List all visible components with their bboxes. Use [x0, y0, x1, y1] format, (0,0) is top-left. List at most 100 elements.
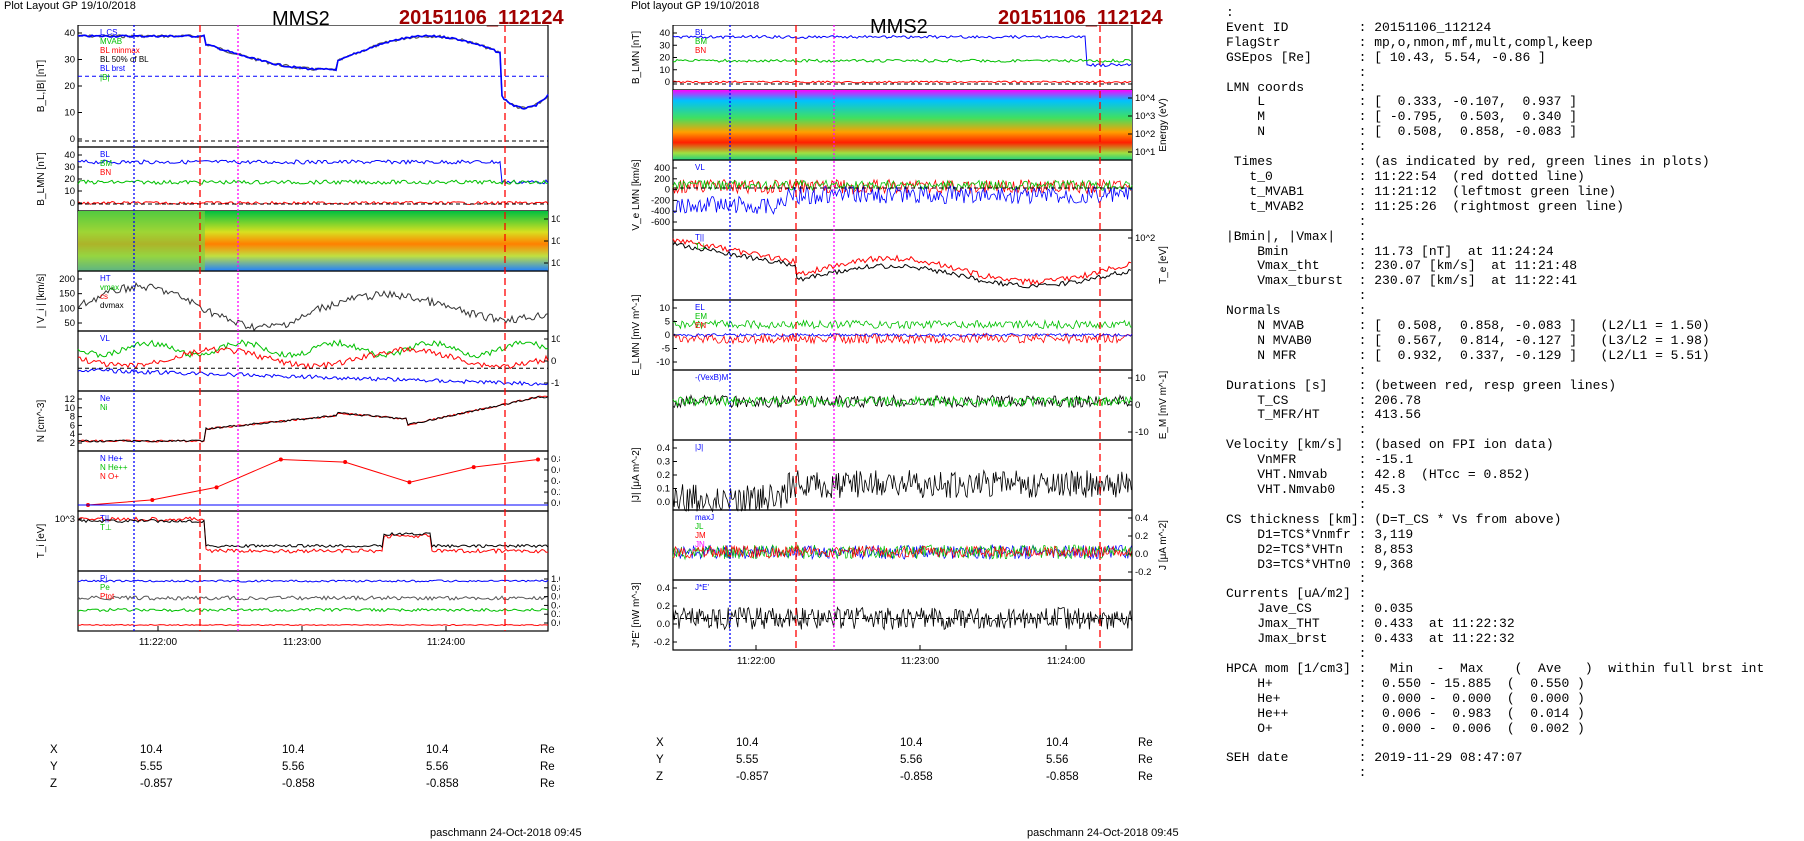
left-ytick-label: -100	[551, 378, 560, 389]
left-ytick-label: 0	[551, 356, 556, 367]
left-ytick-label: 4	[70, 429, 75, 440]
position-value: 10.4	[426, 744, 449, 756]
mid-legend-entry: EM	[695, 312, 707, 321]
p-e-trace	[77, 607, 549, 613]
left-legend-entry: T⊥	[100, 523, 112, 532]
he-pp-point	[407, 480, 412, 485]
summary-line: Currents [uA/m2] :	[1226, 586, 1367, 602]
left-panel-7: 0.80.60.40.20.0N_i [cm^-3]N He+N He++N O…	[77, 450, 560, 512]
spectro-sheath-region	[78, 211, 205, 271]
left-event-title: 20151106_112124	[399, 7, 564, 29]
left-legend-entry: N He++	[100, 463, 128, 472]
mid-ytick-label: 0.2	[657, 470, 670, 481]
te-par-trace	[672, 238, 1132, 286]
mid-ytick-label: 0.2	[1135, 531, 1148, 542]
mid-ylabel: Energy (eV)	[1158, 98, 1169, 151]
mid-position-table: X 10.4 10.4 10.4 Re Y 5.55 5.56 5.56 Re Z -0.857 -0.…	[620, 737, 1195, 797]
mid-legend-entry: -(VexB)M	[695, 373, 729, 382]
mid-panel-frame	[672, 25, 1133, 91]
left-ytick-label: 0	[70, 198, 75, 209]
left-ytick-label: 10^3	[55, 514, 75, 525]
left-legend-entry: HT	[100, 274, 111, 283]
position-value: 5.56	[426, 761, 449, 773]
left-legend-entry: BL brst	[100, 64, 126, 73]
left-panel-frame	[77, 330, 549, 392]
mid-ytick-label: 20	[659, 53, 670, 64]
left-ytick-label: 10	[64, 186, 75, 197]
mid-ytick-label: -10	[656, 357, 670, 368]
he-pp-point	[214, 485, 219, 490]
mid-ylabel: V_e LMN [km/s]	[631, 159, 642, 230]
left-panel-5: 1000-100V_i LMN [km/s]VL	[77, 330, 560, 392]
left-ytick-label: 150	[59, 289, 75, 300]
position-value: -0.858	[900, 771, 933, 783]
summary-line: He+ : 0.000 - 0.000 ( 0.000 )	[1226, 690, 1585, 706]
summary-line: :	[1226, 213, 1367, 229]
left-ytick-label: 40	[64, 150, 75, 161]
left-ytick-label: 50	[64, 318, 75, 329]
summary-line: :	[1226, 496, 1367, 512]
summary-line: Times : (as indicated by red, green line…	[1226, 154, 1710, 170]
left-ylabel: | V_i | [km/s]	[36, 273, 47, 328]
p-b-trace	[77, 623, 549, 627]
mid-ylabel: E_LMN [mV m^-1]	[631, 294, 642, 376]
summary-line: :	[1226, 139, 1367, 155]
left-ytick-label: 200	[59, 274, 75, 285]
left-legend-entry: T||	[100, 514, 109, 523]
mid-legend-entry: EN	[695, 321, 706, 330]
summary-line: Jmax_brst : 0.433 at 11:22:32	[1226, 631, 1515, 647]
electron-spectrogram	[673, 90, 1132, 160]
summary-line: :	[1226, 288, 1367, 304]
mid-ytick-label: 0.4	[657, 583, 670, 594]
mid-layout-label: Plot layout GP 19/10/2018	[631, 0, 760, 12]
bl-component-trace	[77, 159, 549, 185]
bl-trace	[77, 34, 549, 110]
bm-component-trace	[77, 179, 548, 186]
left-legend-entry: L CS	[100, 28, 118, 37]
position-value: -0.858	[426, 778, 459, 790]
left-ytick-label: 6	[70, 420, 75, 431]
summary-line: VHT.Nmvab0 : 45.3	[1226, 482, 1406, 497]
left-footer: paschmann 24-Oct-2018 09:45	[430, 827, 582, 839]
left-legend-entry: Pe	[100, 583, 110, 592]
mid-ytick-label: -10	[1135, 427, 1149, 438]
mid-legend-entry: T⊥	[695, 242, 707, 251]
left-xtick-label: 11:23:00	[283, 637, 322, 648]
summary-line: :	[1226, 5, 1234, 20]
mid-ylabel: B_LMN [nT]	[631, 31, 642, 85]
position-unit: Re	[1138, 754, 1153, 766]
jm-trace	[672, 544, 1132, 561]
mid-legend-entry: BL	[695, 28, 705, 37]
mid-ytick-label: 10^2	[1135, 233, 1155, 244]
left-panel-8: 10^3 T_i [eV] T||T⊥	[36, 510, 549, 572]
mid-ytick-label: 10	[659, 303, 670, 314]
summary-line: t_MVAB2 : 11:25:26 (rightmost green line…	[1226, 198, 1624, 214]
position-row-label: Y	[656, 754, 664, 766]
mid-legend-entry: BN	[695, 46, 706, 55]
summary-line: N MVAB0 : [ 0.567, 0.814, -0.127 ] (L3/L…	[1226, 332, 1710, 348]
summary-line: Durations [s] : (between red, resp green…	[1226, 377, 1617, 393]
position-value: 10.4	[1046, 737, 1069, 749]
summary-line: :	[1226, 735, 1367, 751]
ni-trace	[77, 396, 549, 443]
mid-legend-entry: T||	[695, 233, 704, 242]
j-magnitude-trace	[672, 469, 1132, 513]
ve-m-trace	[672, 179, 1133, 192]
left-ytick-label: 100	[551, 334, 560, 345]
summary-line: He++ : 0.006 - 0.983 ( 0.014 )	[1226, 705, 1585, 721]
mid-panel-6: 10 0 -10 E_M [mV m^-1] -(VexB)M	[672, 369, 1169, 441]
left-ytick-label: 0.4	[551, 600, 560, 611]
summary-line: D1=TCS*Vnmfr : 3,119	[1226, 526, 1414, 542]
left-legend-entry: MVAB	[100, 37, 122, 46]
summary-line: VHT.Nmvab : 42.8 (HTcc = 0.852)	[1226, 467, 1531, 483]
he-pp-point	[536, 457, 540, 462]
mid-ylabel: J*E' [nW m^-3]	[631, 582, 642, 648]
position-row-label: X	[50, 744, 58, 756]
position-value: 10.4	[736, 737, 759, 749]
